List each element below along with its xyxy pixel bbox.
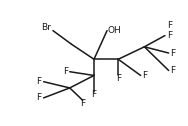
- Text: F: F: [171, 66, 176, 75]
- Text: F: F: [171, 49, 176, 58]
- Text: F: F: [116, 74, 121, 83]
- Text: F: F: [91, 90, 97, 99]
- Text: OH: OH: [107, 26, 121, 35]
- Text: F: F: [167, 31, 172, 40]
- Text: F: F: [143, 71, 148, 80]
- Text: Br: Br: [41, 23, 51, 32]
- Text: F: F: [167, 21, 172, 30]
- Text: F: F: [80, 99, 85, 108]
- Text: F: F: [37, 77, 42, 86]
- Text: F: F: [37, 93, 42, 102]
- Text: F: F: [63, 67, 68, 76]
